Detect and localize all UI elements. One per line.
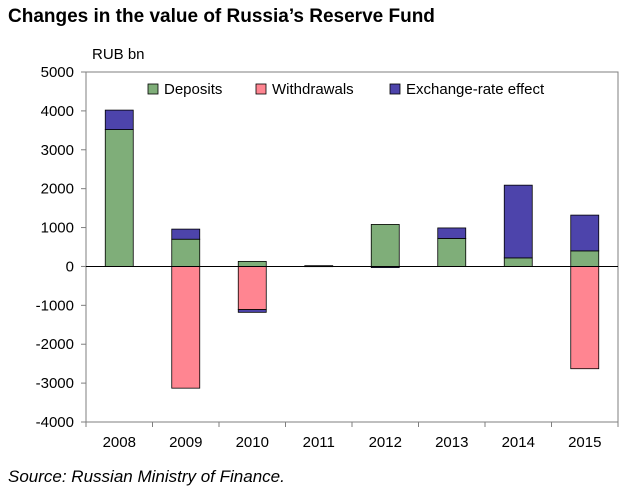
x-tick-label: 2015 <box>568 434 601 451</box>
y-tick-label: 1000 <box>41 220 74 237</box>
x-tick-label: 2010 <box>236 434 269 451</box>
y-tick-label: 3000 <box>41 142 74 159</box>
x-tick-label: 2014 <box>502 434 535 451</box>
legend-swatch-1 <box>255 83 267 95</box>
y-tick-label: -3000 <box>36 375 74 392</box>
plot-frame <box>85 71 619 423</box>
y-axis-unit-label: RUB bn <box>92 46 145 63</box>
bar-2013-deposits <box>437 238 467 267</box>
bar-2014-deposits <box>503 257 533 267</box>
y-tick-label: -2000 <box>36 336 74 353</box>
bar-2010-withdrawals <box>237 266 267 311</box>
y-tick-label: 5000 <box>41 64 74 81</box>
bar-2015-exchange-rate-effect <box>570 214 600 252</box>
y-tick-label: -1000 <box>36 297 74 314</box>
chart-title: Changes in the value of Russia’s Reserve… <box>8 6 435 27</box>
y-tick-label: 4000 <box>41 103 74 120</box>
bar-2010-deposits <box>237 260 267 267</box>
bar-2008-deposits <box>104 129 134 267</box>
x-tick-label: 2011 <box>303 434 335 451</box>
bar-2015-withdrawals <box>570 266 600 370</box>
legend-label-2: Exchange-rate effect <box>406 81 545 98</box>
bar-2009-exchange-rate-effect <box>171 228 201 240</box>
bar-2012-deposits <box>370 224 400 267</box>
x-tick-label: 2012 <box>369 434 402 451</box>
legend-swatch-0 <box>147 83 159 95</box>
legend-swatch-2 <box>389 83 401 95</box>
bar-2009-deposits <box>171 238 201 267</box>
x-tick-label: 2009 <box>169 434 202 451</box>
bar-2009-withdrawals <box>171 266 201 389</box>
y-tick-label: -4000 <box>36 414 74 431</box>
legend-label-0: Deposits <box>164 81 222 98</box>
bar-2010-exchange-rate-effect <box>237 309 267 313</box>
bar-2015-deposits <box>570 250 600 267</box>
legend-label-1: Withdrawals <box>272 81 354 98</box>
source-note: Source: Russian Ministry of Finance. <box>8 467 285 486</box>
bar-2013-exchange-rate-effect <box>437 227 467 239</box>
bar-2014-exchange-rate-effect <box>503 184 533 259</box>
y-tick-label: 2000 <box>41 181 74 198</box>
x-tick-label: 2013 <box>435 434 468 451</box>
x-tick-label: 2008 <box>103 434 136 451</box>
y-tick-label: 0 <box>66 258 74 275</box>
bar-2008-exchange-rate-effect <box>104 109 134 130</box>
